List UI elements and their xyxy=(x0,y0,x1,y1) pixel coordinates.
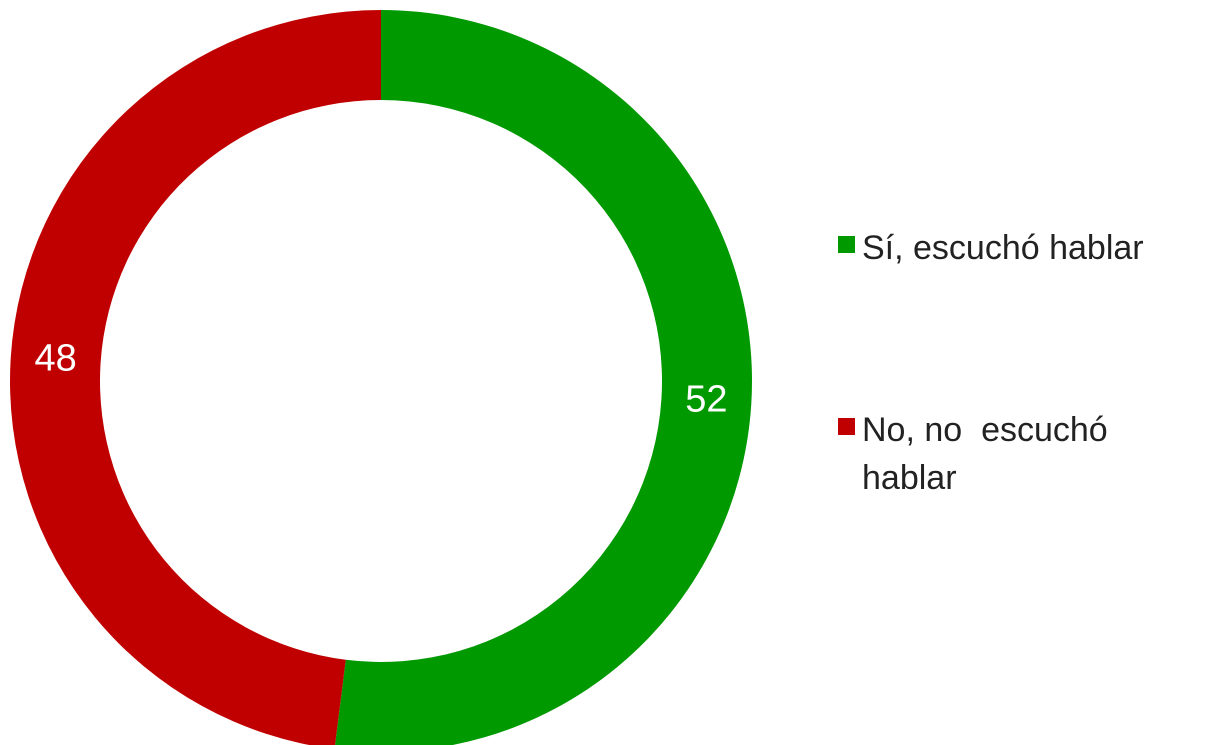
legend-label: Sí, escuchó hablar xyxy=(862,229,1144,267)
legend-label: No, no escuchó hablar xyxy=(862,411,1118,497)
data-label: 52 xyxy=(685,379,727,421)
legend-item: Sí, escuchó hablar xyxy=(838,224,1208,272)
donut-segment xyxy=(335,10,752,745)
data-label: 48 xyxy=(35,338,77,380)
legend-swatch xyxy=(838,236,855,253)
legend-item: No, no escuchó hablar xyxy=(838,406,1208,502)
legend-swatch xyxy=(838,418,855,435)
donut-segment xyxy=(10,10,381,745)
